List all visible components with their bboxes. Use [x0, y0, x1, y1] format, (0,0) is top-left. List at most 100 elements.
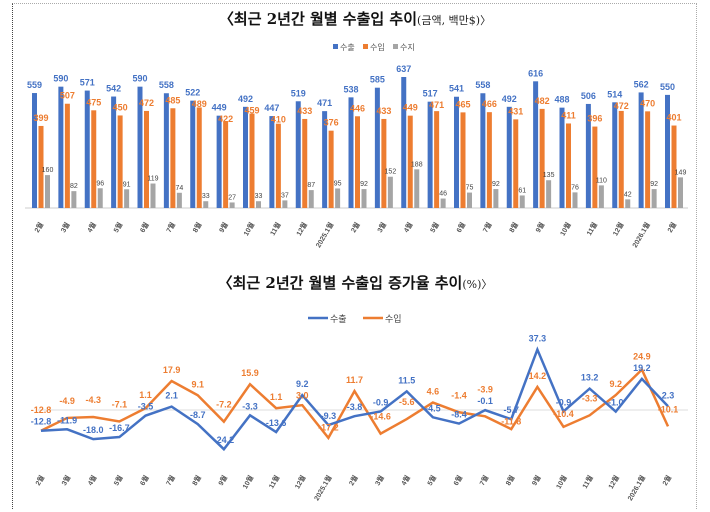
data-label: 472: [139, 98, 154, 108]
x-tick-label: 2월: [660, 474, 673, 487]
bar-수출: [559, 107, 565, 208]
data-label: 507: [60, 91, 75, 101]
data-label: 188: [411, 161, 423, 168]
x-tick-label: 3월: [373, 474, 386, 487]
data-label: 514: [607, 89, 622, 99]
bar-수입: [91, 110, 97, 208]
legend-label: 수지: [400, 43, 415, 52]
data-label: 37: [281, 192, 289, 199]
legend-swatch: [393, 44, 398, 49]
bar-수출: [190, 100, 196, 208]
data-label: 9.1: [191, 379, 204, 389]
data-label: 33: [202, 193, 210, 200]
data-label: 550: [660, 82, 675, 92]
bar-수입: [144, 110, 149, 208]
data-label: 61: [518, 187, 526, 194]
data-label: 488: [554, 95, 569, 105]
data-label: 431: [508, 106, 523, 116]
data-label: 465: [455, 99, 470, 109]
data-label: 558: [475, 80, 490, 90]
data-label: 637: [396, 64, 411, 74]
data-label: 24.9: [633, 351, 651, 361]
data-label: -9.3: [321, 411, 337, 421]
data-label: 9.2: [609, 379, 622, 389]
data-label: 37.3: [529, 334, 547, 344]
data-label: 475: [86, 97, 101, 107]
title-main: 〈최근 2년간 월별 수출입 증가율 추이: [217, 274, 463, 292]
data-label: -11.8: [501, 417, 521, 427]
x-tick-label: 3월: [59, 474, 72, 487]
bar-수지: [308, 190, 314, 208]
data-label: 1.1: [270, 392, 283, 402]
data-label: 466: [482, 99, 497, 109]
data-label: -1.4: [451, 390, 467, 400]
data-label: -3.8: [347, 402, 363, 412]
bar-수지: [45, 175, 50, 208]
data-label: 15.9: [241, 368, 259, 378]
bar-수입: [328, 130, 334, 208]
bar-수출: [295, 101, 301, 208]
bar-수지: [150, 183, 156, 208]
data-label: 492: [238, 94, 253, 104]
legend-swatch: [363, 44, 368, 49]
bar-수입: [460, 112, 466, 208]
data-label: 3.0: [296, 391, 309, 401]
bar-수입: [671, 125, 677, 208]
data-label: 82: [70, 183, 78, 190]
bar-수지: [229, 202, 235, 208]
data-label: -11.9: [57, 415, 77, 425]
bar-수출: [84, 90, 90, 208]
bar-수입: [539, 108, 545, 208]
bar-수지: [387, 176, 393, 208]
bar-수입: [381, 118, 387, 208]
data-label: -4.5: [425, 403, 441, 413]
data-label: 472: [614, 101, 629, 111]
data-label: -12.8: [31, 405, 52, 415]
line-수출: [40, 346, 669, 452]
bar-수출: [58, 86, 64, 208]
bar-수지: [282, 200, 288, 208]
data-label: 152: [385, 169, 397, 176]
bar-수입: [645, 111, 651, 208]
data-label: 541: [449, 84, 464, 94]
data-label: 33: [255, 193, 263, 200]
data-label: 13.2: [581, 373, 599, 383]
data-label: 119: [147, 176, 158, 183]
bar-수지: [598, 185, 604, 208]
data-label: 95: [334, 180, 342, 187]
data-label: -10.4: [553, 409, 574, 419]
data-label: 517: [423, 89, 438, 99]
bar-수입: [223, 121, 229, 208]
x-tick-label: 10월: [240, 474, 255, 491]
data-label: 110: [596, 177, 607, 184]
data-label: 590: [53, 74, 68, 84]
bar-수출: [32, 93, 37, 208]
bar-수지: [361, 189, 367, 208]
data-label: -0.9: [373, 397, 389, 407]
data-label: 11.5: [398, 375, 415, 385]
data-label: 482: [535, 96, 550, 106]
x-tick-label: 7월: [477, 474, 490, 487]
bar-수출: [216, 115, 222, 208]
data-label: -5.6: [399, 397, 415, 407]
data-label: -17.2: [318, 423, 339, 433]
x-tick-label: 9월: [216, 474, 229, 487]
data-label: 399: [33, 113, 48, 123]
data-label: -4.3: [85, 395, 101, 405]
chart-frame: [12, 3, 697, 509]
x-tick-label: 5월: [112, 474, 125, 487]
data-label: -0.1: [477, 396, 493, 406]
data-label: 538: [343, 84, 358, 94]
bar-수지: [71, 191, 77, 208]
bar-수출: [585, 103, 591, 208]
bar-수출: [111, 96, 117, 208]
data-label: 459: [244, 105, 259, 115]
data-label: 74: [175, 185, 183, 192]
data-label: 571: [80, 78, 95, 88]
legend-label: 수출: [340, 42, 355, 52]
data-label: 433: [376, 106, 391, 116]
x-tick-label: 12월: [293, 474, 308, 491]
data-label: 446: [350, 103, 365, 113]
data-label: 92: [360, 181, 368, 188]
x-tick-label: 2월: [33, 474, 46, 487]
